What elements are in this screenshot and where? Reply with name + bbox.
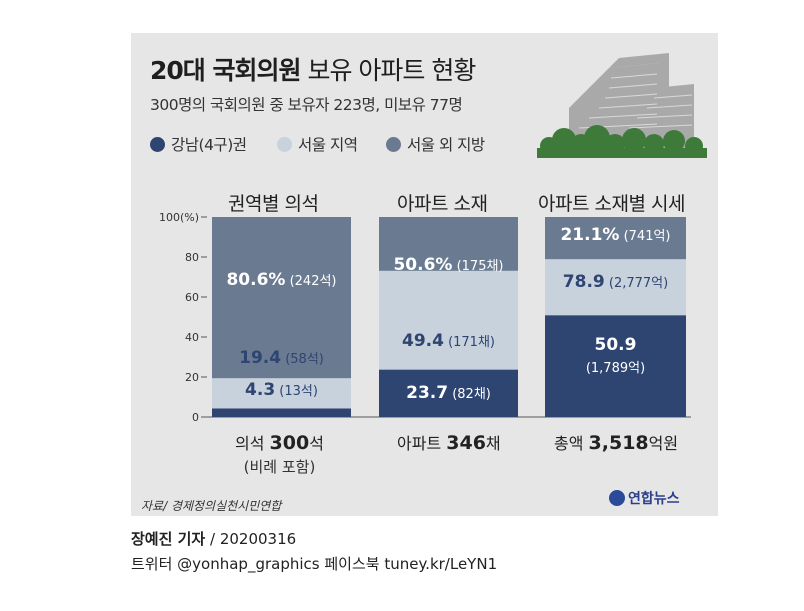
infographic-panel: 20대 국회의원 보유 아파트 현황 300명의 국회의원 중 보유자 223명… (131, 33, 718, 516)
page-title: 20대 국회의원 보유 아파트 현황 (150, 56, 476, 85)
source-note: 자료/ 경제정의실천시민연합 (141, 499, 282, 513)
legend-label: 강남(4구)권 (171, 136, 247, 154)
segment-label: 4.3 (13석) (245, 380, 318, 400)
segment-label: 50.9 (1,789억) (586, 335, 645, 376)
bar-segment-seoul (379, 270, 518, 370)
legend-swatch (386, 136, 401, 152)
segment-label: 78.9 (2,777억) (563, 272, 668, 292)
bar-segment-seoul (545, 259, 686, 316)
segment-label: 80.6% (242석) (226, 270, 336, 290)
stacked-bar-chart: 0 20 40 60 80 100(%) 4.3 (13석) 23.7 (82채) 50.9 (1… (159, 211, 691, 424)
y-axis-tick-label: 100(%) (159, 211, 199, 224)
legend-swatch (277, 136, 292, 152)
legend-label: 서울 지역 (298, 136, 358, 154)
segment-label: 19.4 (58석) (239, 348, 324, 368)
legend-item-seoul: 서울 지역 (277, 133, 358, 155)
building-illustration (537, 53, 707, 158)
legend-label: 서울 외 지방 (407, 136, 485, 154)
footer-seats: 의석 300석 (비례 포함) (235, 432, 324, 476)
y-axis-tick-label: 80 (185, 251, 199, 264)
y-axis-tick-label: 60 (185, 291, 199, 304)
bar-segment-other (212, 217, 351, 379)
segment-label: 23.7 (82채) (406, 383, 491, 403)
credit-line: 장예진 기자 / 20200316 (131, 530, 297, 548)
footer-total: 총액 3,518억원 (554, 432, 679, 454)
legend-item-other: 서울 외 지방 (386, 133, 485, 155)
bar-segment-gangnam (212, 408, 351, 417)
y-axis-tick-label: 40 (185, 331, 199, 344)
bar-segment-other (545, 217, 686, 260)
y-axis-tick-label: 0 (192, 411, 199, 424)
social-line: 트위터 @yonhap_graphics 페이스북 tuney.kr/LeYN1 (131, 555, 498, 573)
legend-item-gangnam: 강남(4구)권 (150, 133, 247, 155)
bar-segment-gangnam (545, 315, 686, 417)
chart-heading-apartments: 아파트 소재 (397, 193, 488, 215)
chart-heading-value: 아파트 소재별 시세 (538, 193, 685, 215)
bar-segment-seoul (212, 378, 351, 409)
chart-heading-seats: 권역별 의석 (228, 193, 319, 215)
legend-swatch (150, 136, 165, 152)
subtitle: 300명의 국회의원 중 보유자 223명, 미보유 77명 (150, 96, 463, 114)
segment-label: 49.4 (171채) (402, 331, 495, 351)
footer-apartments: 아파트 346채 (397, 432, 501, 454)
yonhap-logo: 연합뉴스 (609, 488, 680, 508)
y-axis-tick-label: 20 (185, 371, 199, 384)
segment-label: 50.6% (175채) (393, 255, 503, 275)
segment-label: 21.1% (741억) (560, 225, 670, 245)
yonhap-logo-icon (609, 490, 625, 506)
bar-segment-other (379, 217, 518, 271)
footer-seats-note: (비례 포함) (243, 458, 316, 476)
bar-segment-gangnam (379, 369, 518, 417)
